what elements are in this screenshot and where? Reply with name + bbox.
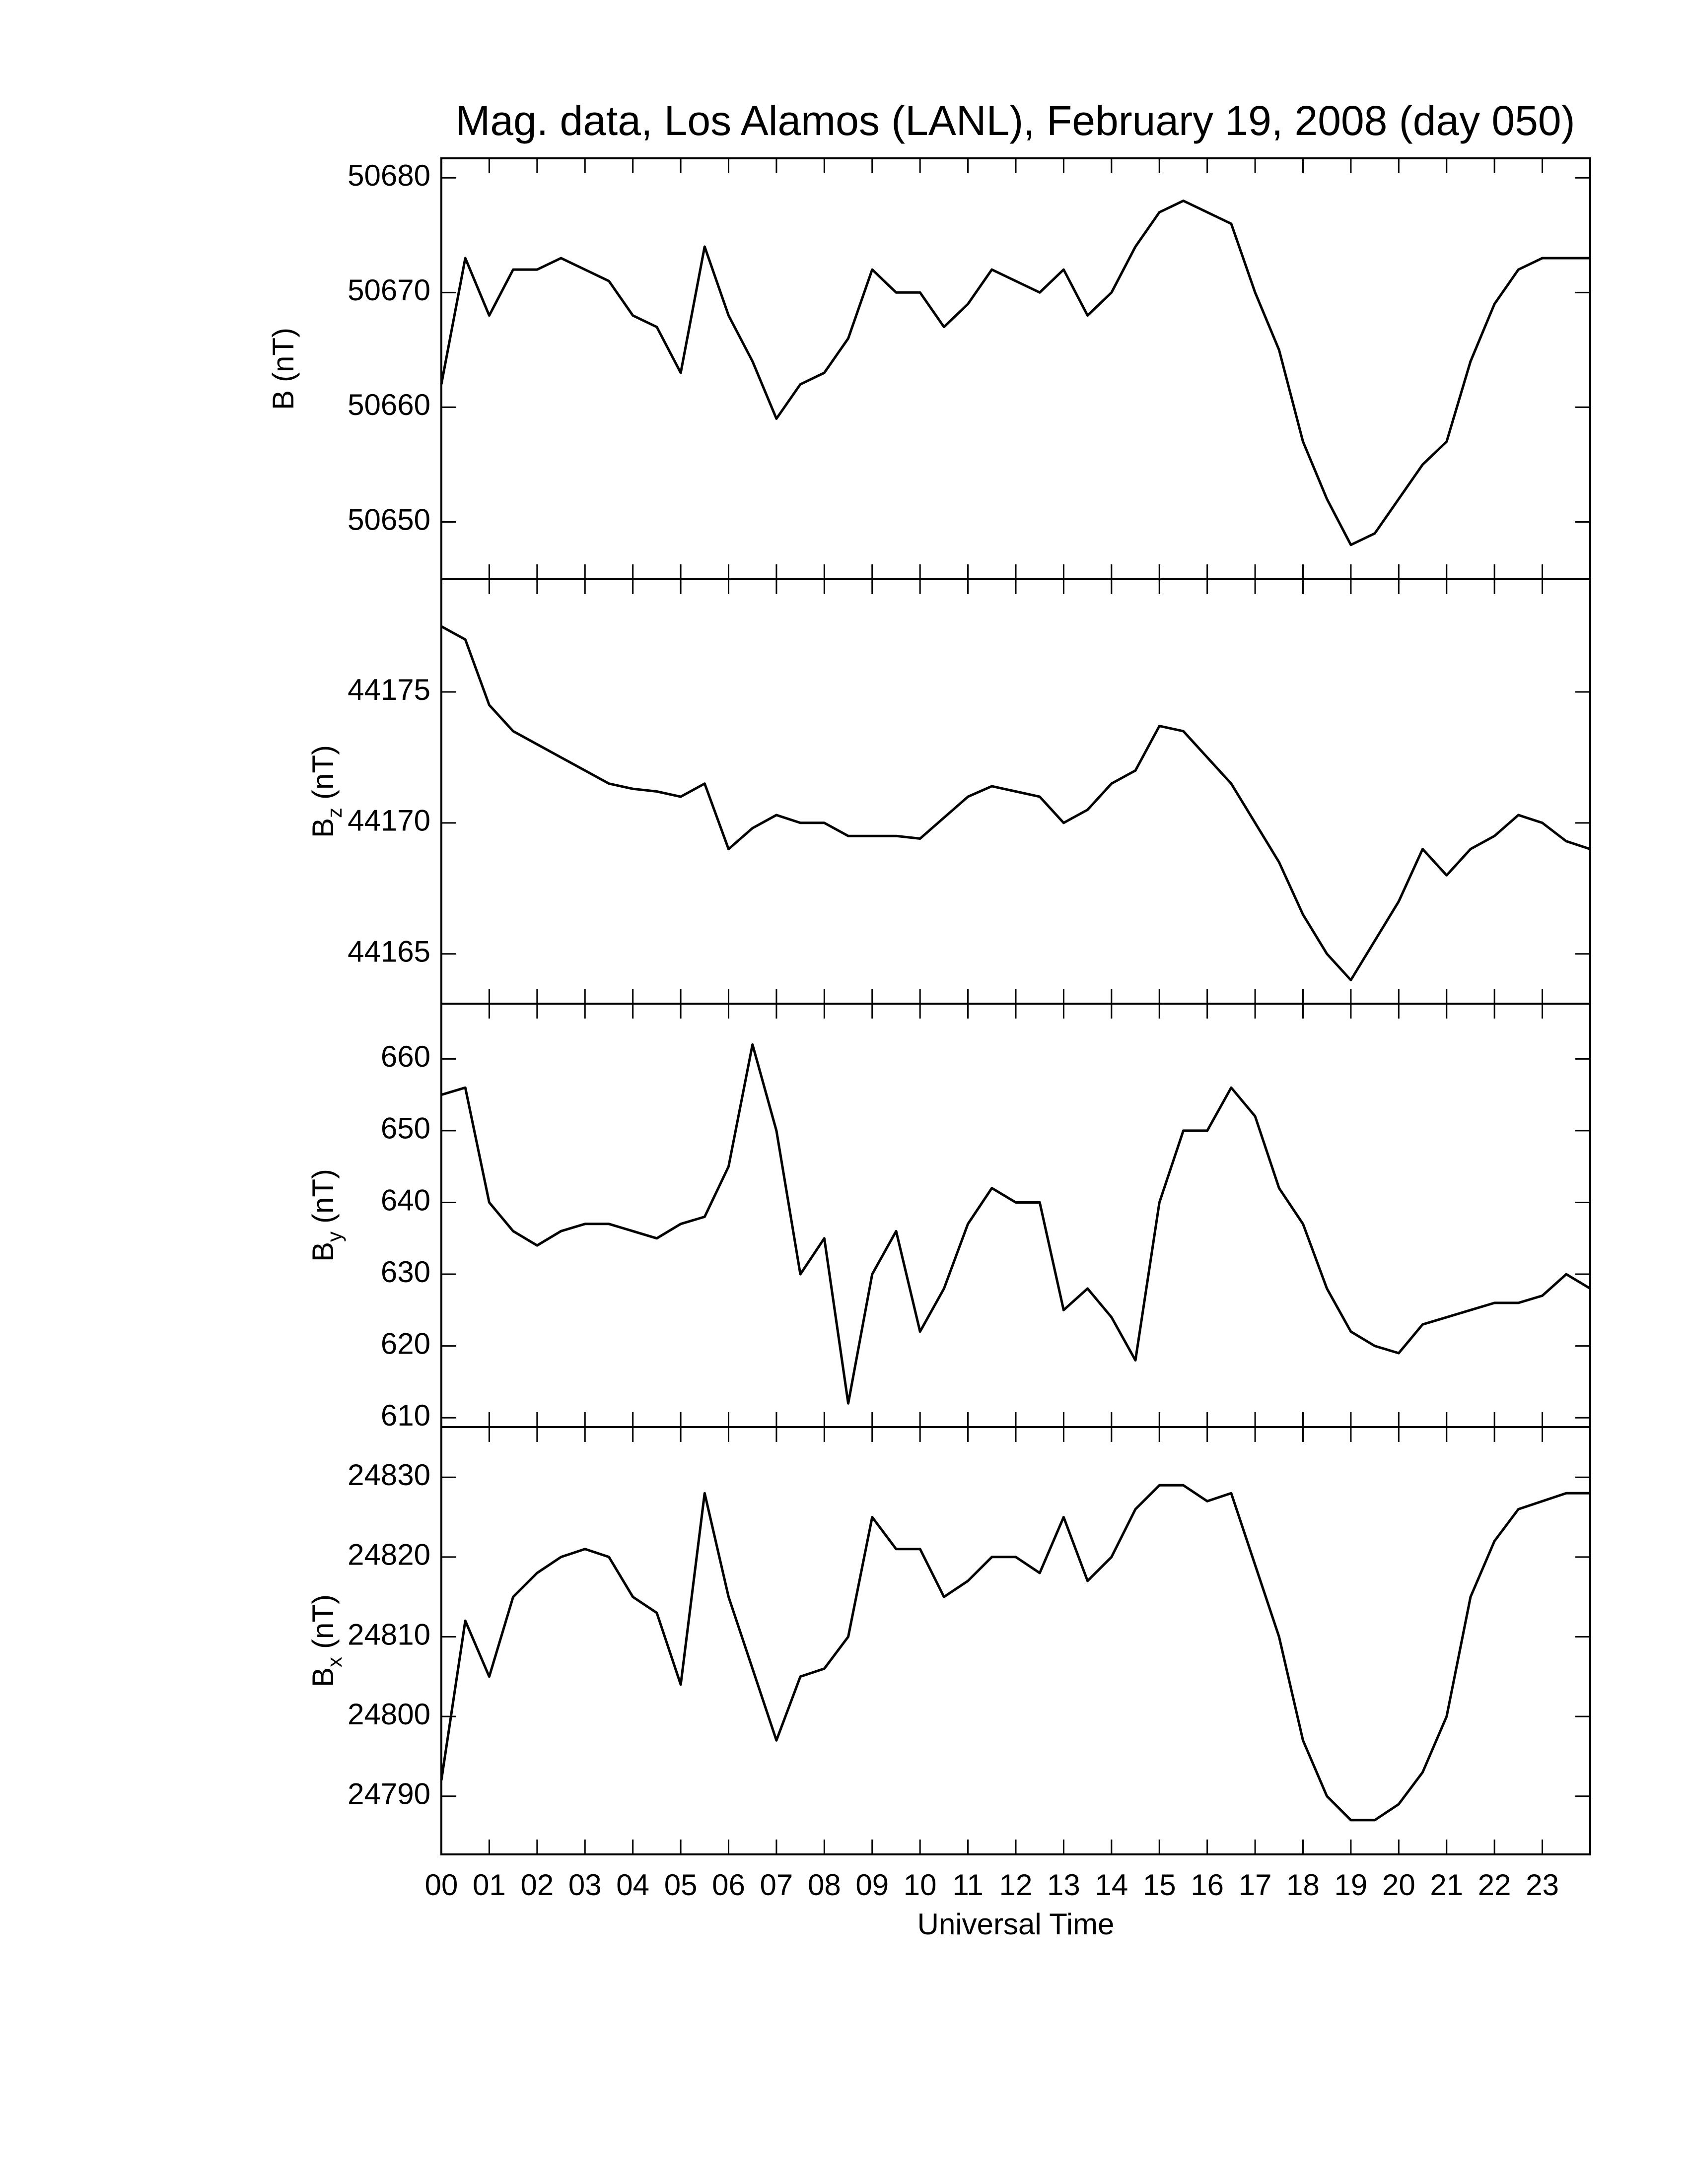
y-label-unit: (nT) [267,328,300,382]
y-tick-label: 44165 [348,935,430,968]
y-label-base: B [306,1667,340,1687]
y-label-subscript: z [323,808,346,818]
y-tick-label: 44175 [348,673,430,706]
y-tick-label: 650 [381,1112,430,1145]
y-tick-label: 630 [381,1255,430,1289]
y-label-unit: (nT) [306,745,340,800]
x-tick-label: 00 [425,1868,458,1902]
x-tick-label: 09 [855,1868,889,1902]
y-axis-label: By (nT) [306,1169,346,1262]
y-axis-label: Bx (nT) [306,1594,346,1687]
x-tick-label: 12 [999,1868,1033,1902]
x-tick-label: 11 [952,1868,983,1902]
x-tick-label: 01 [473,1868,506,1902]
y-label-subscript: x [323,1657,346,1667]
data-line [440,200,1590,546]
y-label-base: B [306,1242,340,1262]
y-label-unit: (nT) [306,1169,340,1224]
data-line [441,1043,1591,1405]
x-tick-label: 17 [1239,1868,1272,1902]
y-tick-label: 24800 [348,1698,430,1731]
y-label-subscript: y [323,1231,346,1242]
x-tick-label: 14 [1095,1868,1128,1902]
y-tick-label: 50660 [348,388,430,421]
y-tick-label: 24830 [348,1458,430,1492]
x-tick-label: 06 [712,1868,745,1902]
x-tick-label: 20 [1382,1868,1415,1902]
y-tick-label: 50680 [348,159,430,192]
x-tick-label: 18 [1286,1868,1320,1902]
x-tick-label: 03 [568,1868,602,1902]
y-tick-label: 640 [381,1183,430,1217]
y-tick-label: 24810 [348,1618,430,1651]
x-tick-label: 08 [808,1868,841,1902]
y-label-unit: (nT) [306,1594,340,1649]
y-tick-label: 50670 [348,273,430,307]
data-line [440,625,1591,981]
data-line [440,1484,1590,1822]
x-tick-label: 02 [520,1868,554,1902]
x-axis-label: Universal Time [917,1908,1115,1941]
y-axis-label: Bz (nT) [306,745,346,838]
x-tick-label: 16 [1191,1868,1224,1902]
x-tick-label: 04 [616,1868,649,1902]
y-tick-label: 24820 [348,1538,430,1571]
chart-title: Mag. data, Los Alamos (LANL), February 1… [455,97,1575,144]
x-tick-label: 15 [1143,1868,1176,1902]
x-tick-label: 07 [760,1868,793,1902]
y-tick-label: 44170 [348,804,430,837]
y-tick-label: 50650 [348,503,430,536]
y-axis-label: B (nT) [267,328,300,410]
x-tick-label: 13 [1047,1868,1080,1902]
y-tick-label: 620 [381,1327,430,1360]
x-tick-label: 23 [1526,1868,1559,1902]
y-tick-label: 610 [381,1399,430,1432]
y-label-base: B [306,818,340,838]
x-tick-label: 10 [904,1868,937,1902]
y-tick-label: 24790 [348,1777,430,1811]
x-tick-label: 05 [664,1868,698,1902]
x-tick-label: 19 [1335,1868,1368,1902]
y-label-base: B [267,390,300,410]
y-tick-label: 660 [381,1040,430,1073]
x-tick-label: 21 [1430,1868,1463,1902]
x-tick-label: 22 [1478,1868,1511,1902]
